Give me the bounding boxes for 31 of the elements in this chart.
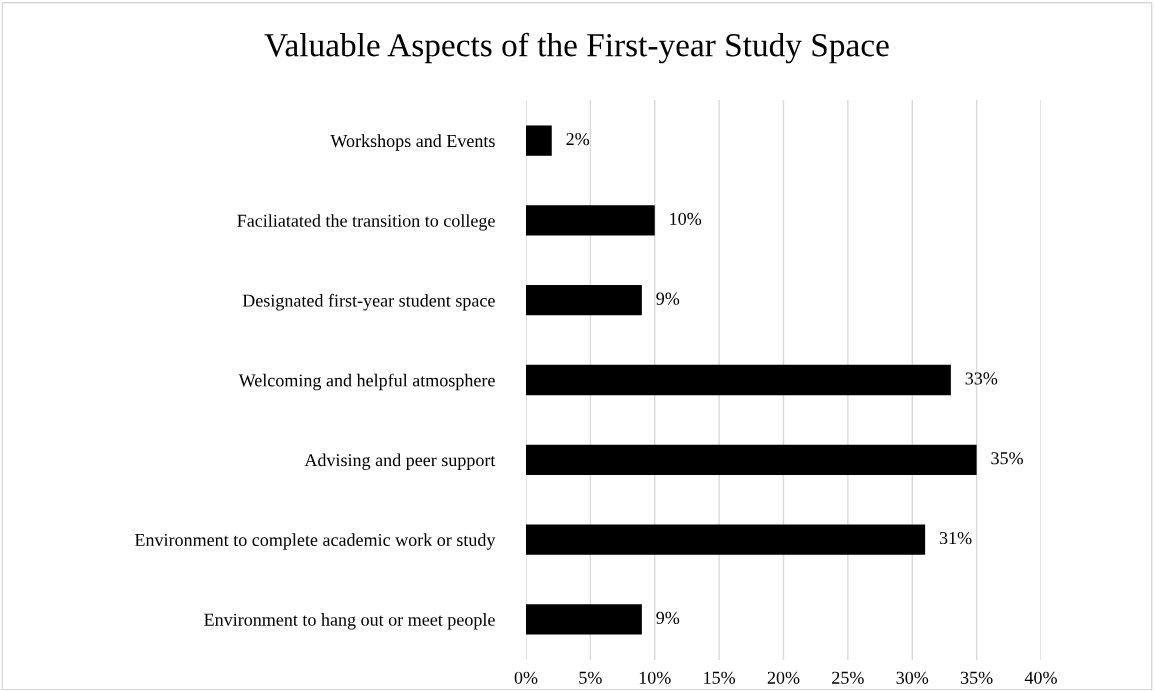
y-tick-label: Environment to complete academic work or study (134, 533, 496, 550)
bar (526, 125, 552, 156)
x-tick-label: 35% (960, 671, 993, 684)
bar (526, 364, 951, 396)
data-label: 31% (939, 531, 972, 545)
x-tick-label: 5% (579, 671, 602, 684)
data-label: 33% (965, 372, 998, 385)
bar (526, 444, 977, 475)
bar (526, 285, 642, 316)
y-tick-label: Faciliatated the transition to college (237, 214, 495, 231)
y-tick-label: Advising and peer support (304, 453, 496, 470)
x-tick-label: 20% (767, 671, 800, 684)
bar (526, 205, 655, 236)
data-label: 9% (656, 611, 680, 624)
data-label: 9% (656, 292, 680, 305)
bar (526, 524, 926, 555)
x-tick-label: 25% (832, 671, 864, 684)
y-tick-label: Environment to hang out or meet people (204, 613, 495, 630)
y-tick-label: Workshops and Events (330, 134, 495, 151)
x-tick-label: 15% (704, 671, 736, 684)
y-tick-label: Welcoming and helpful atmosphere (238, 373, 495, 391)
x-tick-label: 40% (1024, 671, 1057, 684)
data-label: 10% (670, 212, 702, 225)
data-label: 2% (566, 132, 590, 146)
x-tick-label: 30% (896, 671, 929, 684)
x-tick-label: 10% (639, 671, 671, 684)
bar (526, 604, 642, 635)
chart-title: Valuable Aspects of the First-year Study Space (264, 32, 889, 64)
x-tick-label: 0% (514, 671, 538, 684)
y-tick-label: Designated first-year student space (242, 293, 495, 311)
data-label: 35% (991, 452, 1023, 465)
